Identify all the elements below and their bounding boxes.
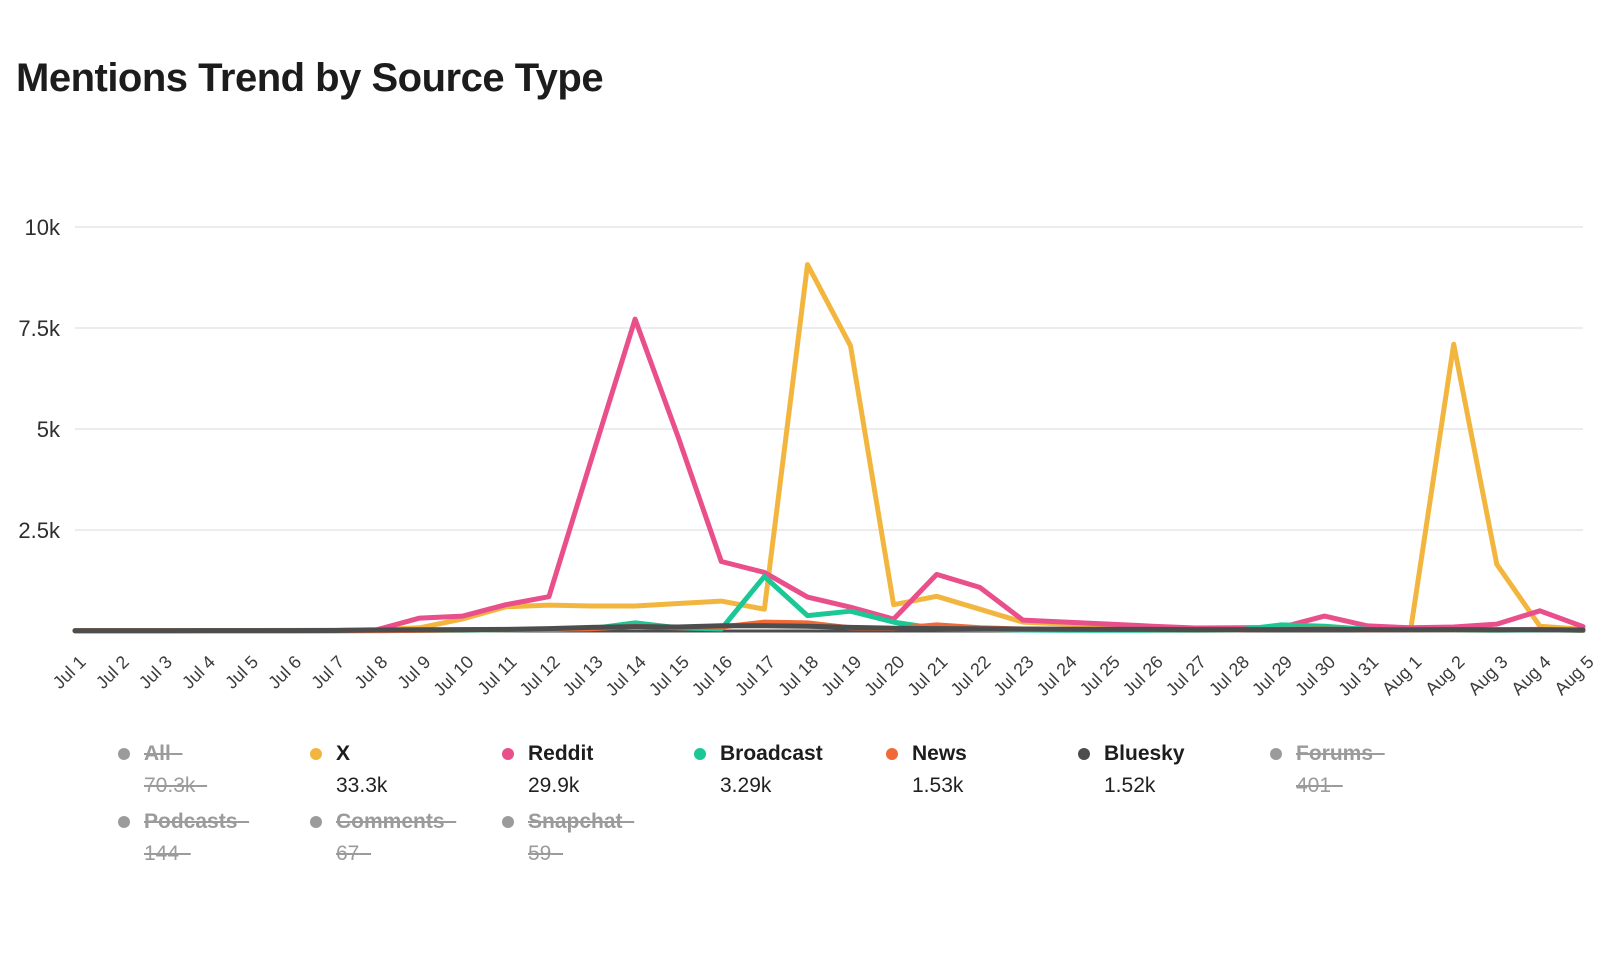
x-tick-label: Jul 14 [602,652,650,700]
legend-item-x[interactable]: X 33.3k [310,742,502,810]
legend-dot-icon [502,816,514,828]
x-tick-label: Aug 3 [1464,652,1511,699]
legend-label: All [144,742,171,765]
legend-dot-icon [886,748,898,760]
x-tick-label: Jul 29 [1248,652,1296,700]
x-tick-label: Aug 2 [1421,652,1468,699]
x-tick-label: Jul 28 [1205,652,1253,700]
legend-value: 70.3k [144,774,196,797]
x-tick-label: Jul 31 [1334,652,1382,700]
legend-item-comments[interactable]: Comments 67 [310,810,502,878]
legend-label: Forums [1296,742,1374,765]
x-tick-label: Jul 11 [474,652,521,699]
y-tick-label: 7.5k [18,316,61,341]
x-tick-label: Jul 18 [774,652,822,700]
legend-dot-icon [502,748,514,760]
legend-dot-icon [1270,748,1282,760]
x-tick-label: Jul 25 [1076,652,1124,700]
legend-item-all[interactable]: All 70.3k [118,742,310,810]
x-tick-label: Jul 8 [350,652,391,693]
x-tick-label: Jul 17 [731,652,779,700]
x-tick-label: Jul 13 [559,652,607,700]
x-tick-label: Jul 24 [1033,652,1081,700]
legend-label: Podcasts [144,810,238,833]
legend-dot-icon [118,816,130,828]
legend-label: Snapchat [528,810,623,833]
x-tick-label: Jul 2 [92,652,133,693]
x-tick-label: Aug 1 [1378,652,1425,699]
legend-item-podcasts[interactable]: Podcasts 144 [118,810,310,878]
legend-label: News [912,742,967,765]
legend-dot-icon [694,748,706,760]
x-tick-label: Jul 22 [947,652,995,700]
legend-item-forums[interactable]: Forums 401 [1270,742,1462,810]
chart-legend: All 70.3k X 33.3k Reddit 29.9k Broadcast 3.29k N… [118,742,1462,878]
legend-value: 144 [144,842,180,865]
x-tick-label: Jul 4 [178,652,219,693]
x-tick-label: Jul 19 [817,652,865,700]
legend-item-snapchat[interactable]: Snapchat 59 [502,810,694,878]
x-tick-label: Aug 4 [1507,652,1554,699]
legend-label: Comments [336,810,445,833]
legend-dot-icon [1078,748,1090,760]
x-tick-label: Jul 26 [1119,652,1167,700]
legend-label: Reddit [528,742,594,765]
legend-value: 59 [528,842,552,865]
legend-value: 401 [1296,774,1332,797]
legend-dot-icon [310,748,322,760]
legend-value: 1.52k [1104,774,1156,797]
series-line-x[interactable] [72,262,1586,634]
x-tick-label: Jul 20 [860,652,908,700]
legend-item-reddit[interactable]: Reddit 29.9k [502,742,694,810]
legend-item-broadcast[interactable]: Broadcast 3.29k [694,742,886,810]
legend-value: 29.9k [528,774,580,797]
legend-value: 3.29k [720,774,772,797]
x-tick-label: Jul 1 [49,652,90,693]
x-tick-label: Jul 7 [307,652,348,693]
legend-dot-icon [118,748,130,760]
x-tick-label: Jul 9 [393,652,434,693]
series-line-reddit[interactable] [72,316,1586,634]
legend-item-bluesky[interactable]: Bluesky 1.52k [1078,742,1270,810]
x-tick-label: Jul 3 [135,652,176,693]
x-tick-label: Jul 16 [688,652,736,700]
x-tick-label: Jul 21 [903,652,951,700]
x-tick-label: Jul 10 [429,652,477,700]
x-tick-label: Aug 5 [1550,652,1597,699]
legend-label: X [336,742,351,765]
legend-label: Bluesky [1104,742,1185,765]
legend-value: 67 [336,842,360,865]
x-tick-label: Jul 15 [645,652,693,700]
x-tick-label: Jul 12 [516,652,564,700]
legend-label: Broadcast [720,742,823,765]
legend-item-news[interactable]: News 1.53k [886,742,1078,810]
series-line-bluesky[interactable] [72,623,1586,634]
legend-value: 33.3k [336,774,388,797]
x-tick-label: Jul 5 [221,652,262,693]
x-tick-label: Jul 6 [264,652,305,693]
y-tick-label: 10k [25,215,61,240]
y-tick-label: 5k [37,417,61,442]
page-title: Mentions Trend by Source Type [16,56,604,100]
legend-dot-icon [310,816,322,828]
x-tick-label: Jul 23 [990,652,1038,700]
legend-value: 1.53k [912,774,964,797]
y-tick-label: 2.5k [18,518,61,543]
x-tick-label: Jul 30 [1291,652,1339,700]
x-tick-label: Jul 27 [1162,652,1210,700]
